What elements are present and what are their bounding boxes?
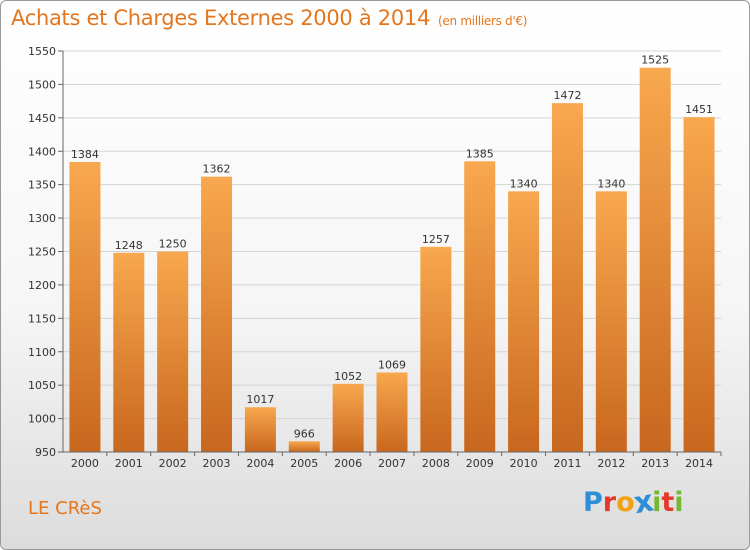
bar-2001 bbox=[113, 252, 145, 452]
logo-letter: o bbox=[616, 487, 635, 518]
y-tick-label: 1200 bbox=[28, 279, 56, 292]
value-label-2006: 1052 bbox=[334, 370, 362, 383]
title-text: Achats et Charges Externes 2000 à 2014 bbox=[11, 6, 431, 30]
x-tick-label-2014: 2014 bbox=[685, 457, 713, 470]
x-tick-label-2003: 2003 bbox=[203, 457, 231, 470]
y-tick-label: 1350 bbox=[28, 179, 56, 192]
y-tick-label: 1100 bbox=[28, 346, 56, 359]
value-label-2003: 1362 bbox=[203, 163, 231, 176]
y-tick-label: 1250 bbox=[28, 246, 56, 259]
x-tick-label-2006: 2006 bbox=[334, 457, 362, 470]
bar-2006 bbox=[332, 383, 364, 452]
y-tick-label: 1450 bbox=[28, 112, 56, 125]
value-label-2014: 1451 bbox=[685, 103, 713, 116]
bar-2007 bbox=[376, 372, 408, 452]
value-label-2009: 1385 bbox=[466, 147, 494, 160]
logo-letter: t bbox=[661, 487, 675, 518]
bar-2014 bbox=[683, 117, 715, 452]
chart-title: Achats et Charges Externes 2000 à 2014 (e… bbox=[11, 6, 527, 30]
x-tick-label-2000: 2000 bbox=[71, 457, 99, 470]
value-label-2001: 1248 bbox=[115, 239, 143, 252]
bar-2011 bbox=[551, 103, 583, 452]
value-label-2008: 1257 bbox=[422, 233, 450, 246]
bar-2005 bbox=[288, 441, 320, 452]
bar-2002 bbox=[157, 251, 189, 452]
x-tick-label-2008: 2008 bbox=[422, 457, 450, 470]
bar-2008 bbox=[420, 246, 452, 452]
x-tick-label-2002: 2002 bbox=[159, 457, 187, 470]
x-tick-label-2004: 2004 bbox=[246, 457, 274, 470]
x-tick-label-2013: 2013 bbox=[641, 457, 669, 470]
bar-2012 bbox=[595, 191, 627, 452]
y-tick-label: 1050 bbox=[28, 379, 56, 392]
value-label-2012: 1340 bbox=[597, 177, 625, 190]
x-tick-label-2011: 2011 bbox=[553, 457, 581, 470]
logo-letter: i bbox=[652, 487, 662, 518]
value-label-2011: 1472 bbox=[553, 89, 581, 102]
bar-2003 bbox=[201, 176, 233, 452]
value-label-2013: 1525 bbox=[641, 54, 669, 67]
value-label-2007: 1069 bbox=[378, 358, 406, 371]
x-tick-label-2007: 2007 bbox=[378, 457, 406, 470]
x-tick-label-2005: 2005 bbox=[290, 457, 318, 470]
value-label-2010: 1340 bbox=[510, 177, 538, 190]
logo-letter: P bbox=[583, 487, 603, 518]
y-tick-label: 1550 bbox=[28, 45, 56, 58]
y-tick-label: 1300 bbox=[28, 212, 56, 225]
bar-2004 bbox=[244, 407, 276, 452]
bar-2010 bbox=[508, 191, 540, 452]
x-tick-label-2001: 2001 bbox=[115, 457, 143, 470]
y-tick-label: 1150 bbox=[28, 312, 56, 325]
y-tick-label: 950 bbox=[35, 446, 56, 459]
bar-2009 bbox=[464, 161, 496, 452]
logo-letter: r bbox=[602, 487, 617, 518]
value-label-2004: 1017 bbox=[246, 393, 274, 406]
value-label-2002: 1250 bbox=[159, 238, 187, 251]
logo-letter: i bbox=[674, 487, 684, 518]
proxiti-logo: Proxiti bbox=[583, 484, 684, 521]
bar-2013 bbox=[639, 67, 671, 452]
value-label-2005: 966 bbox=[294, 427, 315, 440]
x-tick-label-2012: 2012 bbox=[597, 457, 625, 470]
commune-name: LE CRèS bbox=[28, 498, 102, 519]
y-tick-label: 1000 bbox=[28, 413, 56, 426]
y-tick-label: 1500 bbox=[28, 78, 56, 91]
x-tick-label-2010: 2010 bbox=[510, 457, 538, 470]
unit-label: (en milliers d'€) bbox=[438, 14, 528, 28]
x-tick-label-2009: 2009 bbox=[466, 457, 494, 470]
bar-2000 bbox=[69, 161, 101, 452]
y-tick-label: 1400 bbox=[28, 145, 56, 158]
value-label-2000: 1384 bbox=[71, 148, 99, 161]
